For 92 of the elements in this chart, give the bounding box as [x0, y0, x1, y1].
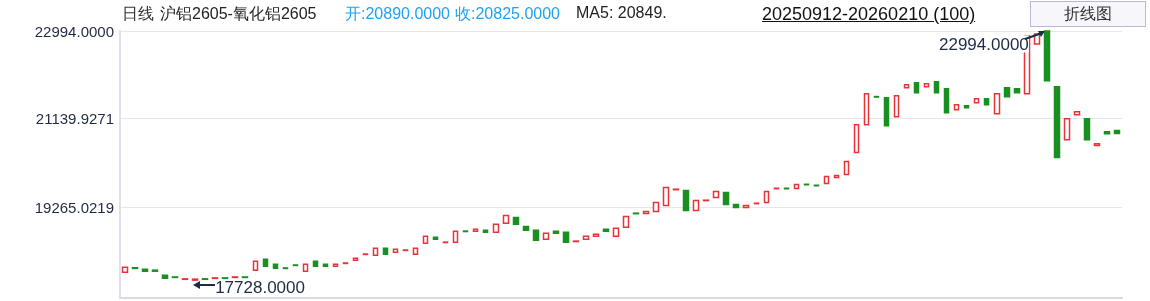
candlestick	[973, 98, 980, 104]
candlestick	[131, 266, 139, 270]
candlestick	[442, 241, 449, 244]
candlestick	[412, 247, 419, 256]
candlestick	[1093, 142, 1101, 147]
candlestick	[252, 260, 259, 271]
y-tick-label: 19265.0219	[34, 198, 114, 216]
text: MA5: 20849.	[576, 4, 667, 22]
candlestick	[682, 189, 690, 212]
candlestick	[462, 230, 469, 233]
candlestick	[652, 201, 660, 213]
candlestick	[1103, 130, 1111, 135]
candlestick	[492, 223, 500, 234]
candlestick	[873, 95, 880, 98]
candlestick	[161, 274, 169, 279]
text: 日线	[122, 4, 154, 24]
candlestick	[853, 123, 860, 154]
candlestick	[502, 214, 510, 225]
chart-title: 沪铝2605-氧化铝2605	[160, 4, 317, 24]
text: 开:20890.0000	[345, 4, 450, 24]
candlestick	[863, 93, 870, 126]
candlestick	[913, 82, 920, 94]
candlestick	[272, 263, 279, 269]
y-tick-label: 21139.9271	[35, 110, 114, 128]
candlestick	[592, 233, 600, 238]
candlestick	[1003, 87, 1011, 98]
candlestick	[382, 247, 389, 256]
candlestick	[332, 263, 339, 267]
candlestick	[221, 277, 229, 280]
candlestick	[612, 227, 620, 238]
candlestick	[532, 229, 540, 242]
candlestick	[763, 190, 770, 204]
y-tick-label: 22994.0000	[34, 22, 114, 40]
candlestick	[191, 278, 199, 281]
candlestick	[1083, 117, 1091, 141]
candlestick	[923, 83, 930, 88]
candlestick	[512, 216, 520, 226]
candlestick	[722, 191, 730, 206]
candlestick	[783, 187, 790, 190]
candlestick	[1063, 117, 1071, 141]
candlestick	[983, 98, 990, 106]
candlestick	[342, 262, 349, 265]
annotation: 22994.0000	[939, 34, 1029, 54]
text: 20250912-20260210 (100)	[762, 4, 976, 25]
candlestick	[181, 278, 189, 281]
candlestick	[753, 202, 760, 205]
candlestick	[1043, 30, 1051, 82]
candlestick	[282, 267, 289, 270]
candlestick	[1053, 86, 1061, 159]
candlestick	[552, 230, 560, 235]
annotation: 17728.0000	[215, 277, 305, 297]
candlestick	[893, 95, 900, 118]
candlestick	[602, 228, 610, 233]
candlestick	[201, 278, 209, 281]
candlestick	[362, 253, 369, 256]
candlestick	[943, 88, 950, 114]
candlestick	[231, 276, 239, 279]
candlestick	[662, 186, 670, 207]
candlestick	[322, 263, 329, 267]
candlestick	[672, 188, 680, 191]
candlestick	[452, 230, 459, 244]
candlestick	[692, 199, 700, 212]
candlestick	[292, 264, 299, 267]
candlestick	[402, 249, 409, 252]
candlestick	[843, 160, 850, 176]
text: 收:20825.0000	[455, 4, 560, 24]
candlestick	[903, 84, 910, 89]
candlestick	[522, 225, 530, 232]
candlestick	[542, 232, 550, 241]
candlestick	[302, 263, 309, 272]
candlestick	[572, 240, 580, 243]
candlestick	[773, 187, 780, 190]
candlestick	[392, 248, 399, 253]
candlestick	[953, 104, 960, 111]
candlestick	[262, 258, 269, 267]
candlestick	[933, 81, 940, 94]
candlestick	[702, 199, 710, 202]
candlestick	[241, 276, 249, 279]
candlestick	[562, 231, 570, 244]
candlestick	[121, 266, 129, 273]
candlestick	[171, 276, 179, 279]
candlestick	[211, 277, 219, 280]
candlestick	[141, 268, 149, 272]
candlestick	[993, 93, 1001, 115]
text: 折线图	[1030, 1, 1146, 27]
candlestick	[1013, 88, 1021, 94]
candlestick	[312, 260, 319, 267]
candlestick	[883, 97, 890, 127]
candlestick	[622, 215, 630, 229]
candlestick	[151, 269, 159, 272]
candlestick	[632, 212, 640, 215]
candlestick	[742, 204, 750, 209]
